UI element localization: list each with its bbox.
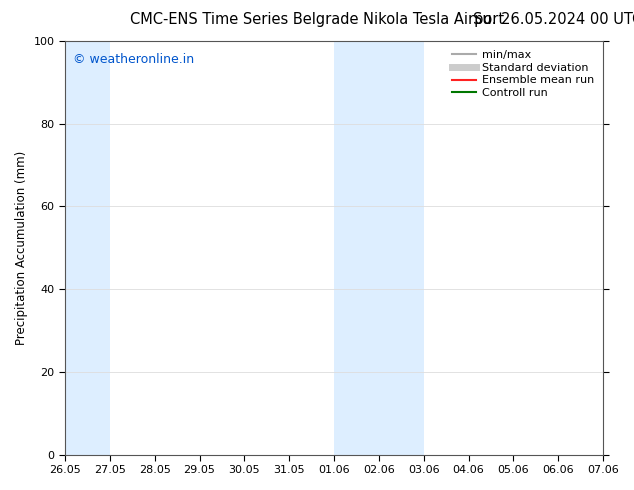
Y-axis label: Precipitation Accumulation (mm): Precipitation Accumulation (mm) [15,151,28,345]
Text: © weatheronline.in: © weatheronline.in [73,53,194,67]
Text: CMC-ENS Time Series Belgrade Nikola Tesla Airport: CMC-ENS Time Series Belgrade Nikola Tesl… [130,12,504,27]
Bar [65,41,110,455]
Legend: min/max, Standard deviation, Ensemble mean run, Controll run: min/max, Standard deviation, Ensemble me… [449,47,598,101]
Text: Su. 26.05.2024 00 UTC: Su. 26.05.2024 00 UTC [474,12,634,27]
Bar [334,41,424,455]
